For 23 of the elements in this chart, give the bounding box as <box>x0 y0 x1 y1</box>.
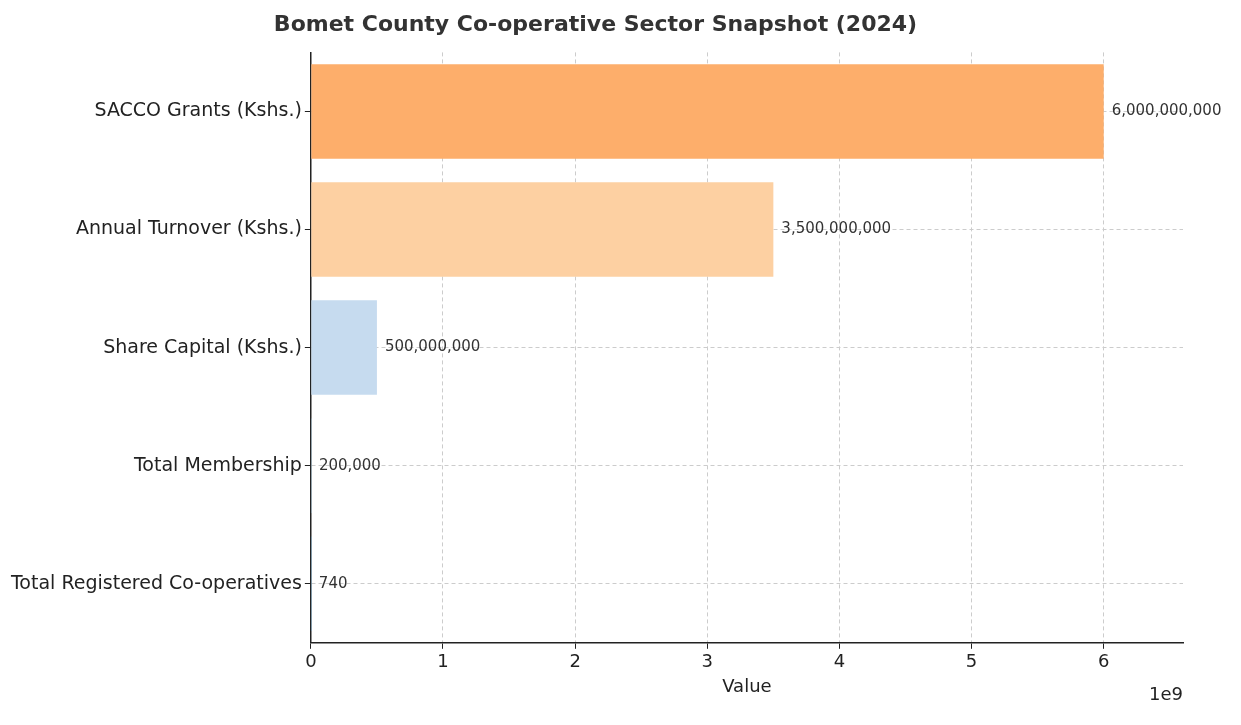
annotation: 500,000,000 <box>384 337 481 356</box>
bar <box>311 300 377 395</box>
y-tick-label: SACCO Grants (Kshs.) <box>94 98 302 121</box>
x-tick-label: 1 <box>437 650 449 672</box>
x-tick-label: 6 <box>1097 650 1110 672</box>
text: 1e9 <box>1149 682 1183 704</box>
annotation: 3,500,000,000 <box>781 219 892 238</box>
chart-title: Bomet County Co-operative Sector Snapshot (2024) <box>273 10 918 36</box>
bar <box>311 182 774 277</box>
y-tick-label: Total Registered Co-operatives <box>9 570 302 593</box>
y-tick-label: Share Capital (Kshs.) <box>103 334 302 357</box>
y-tick-label: Total Membership <box>132 452 302 475</box>
annotation: 740 <box>318 573 348 592</box>
x-tick-label: 2 <box>569 650 581 672</box>
x-tick-label: 0 <box>305 650 317 672</box>
y-tick-label: Annual Turnover (Kshs.) <box>75 216 302 239</box>
x-axis-title: Value <box>722 674 772 696</box>
bar <box>311 64 1104 159</box>
x-tick-label: 4 <box>833 650 846 672</box>
x-tick-label: 3 <box>701 650 714 672</box>
annotation: 6,000,000,000 <box>1111 101 1222 120</box>
annotation: 200,000 <box>318 455 381 474</box>
x-tick-label: 5 <box>965 650 978 672</box>
